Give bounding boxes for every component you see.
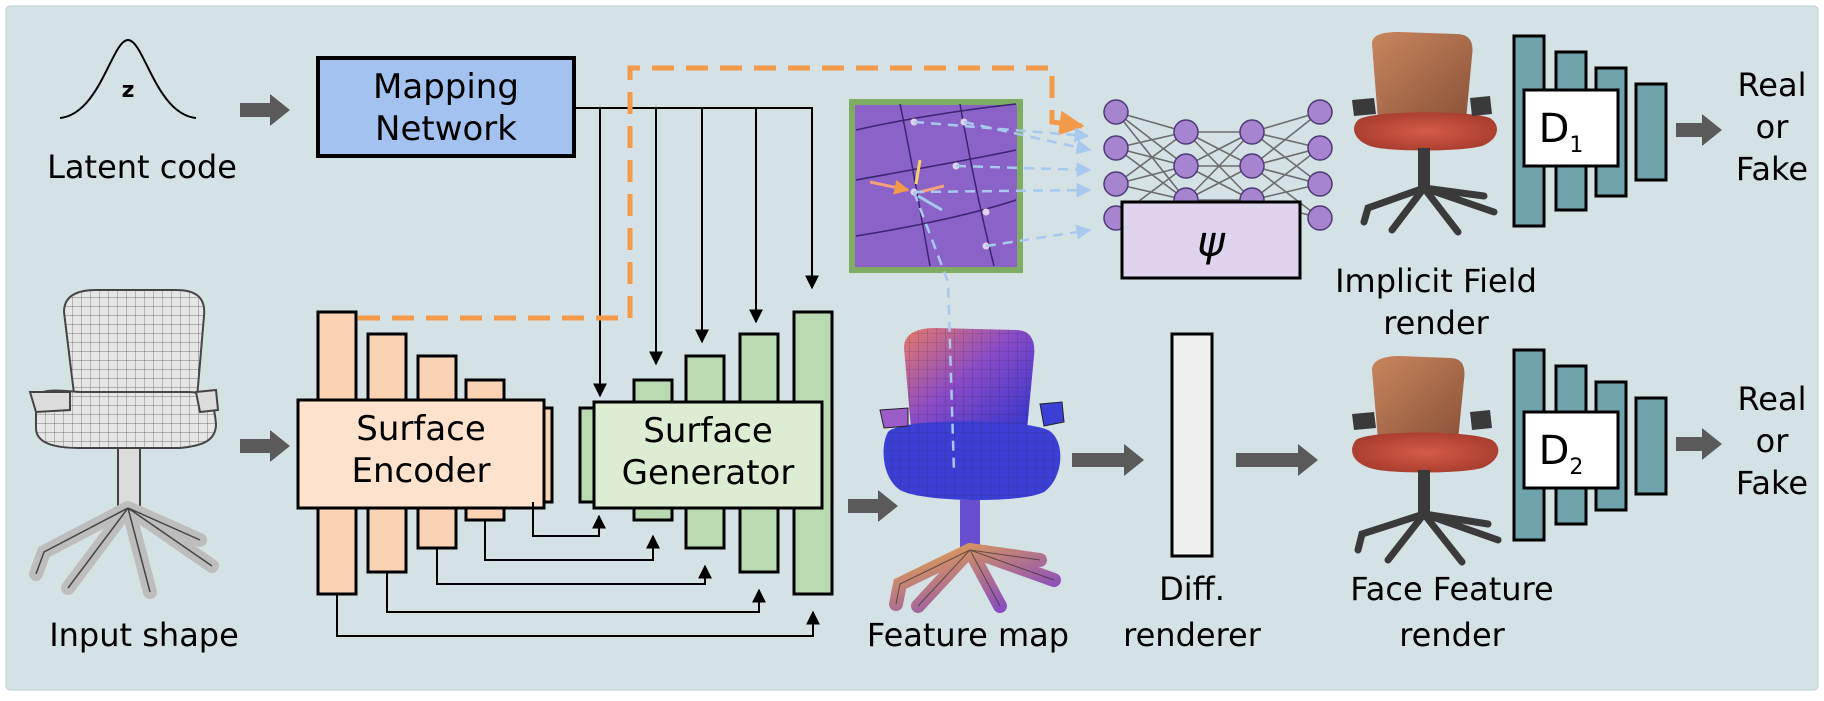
d2-output-2: or	[1756, 422, 1790, 460]
surface-generator-label-box: Surface Generator	[592, 400, 824, 510]
input-arrow-head	[270, 430, 290, 462]
mapping-label-1: Mapping	[373, 67, 519, 107]
encoder-label-1: Surface	[356, 409, 486, 449]
latent-symbol: z	[122, 78, 135, 103]
d1-output-1: Real	[1738, 66, 1807, 104]
latent-code-group: z Latent code	[47, 38, 237, 186]
implicit-field-render-chair	[1352, 32, 1498, 236]
d1-output-3: Fake	[1736, 150, 1808, 188]
psi-symbol: ψ	[1197, 217, 1226, 266]
d2-output-1: Real	[1738, 380, 1807, 418]
implicit-field-caption-2: render	[1383, 304, 1489, 342]
mapping-network-box: Mapping Network	[316, 56, 576, 158]
discriminator-1: D1	[1512, 34, 1668, 228]
d1-output-2: or	[1756, 108, 1790, 146]
d2-letter: D2	[1539, 428, 1584, 480]
face-feature-caption-1: Face Feature	[1350, 570, 1553, 608]
diff-renderer-box	[1170, 332, 1214, 558]
input-shape-caption: Input shape	[49, 616, 239, 654]
feature-map-caption: Feature map	[867, 616, 1069, 654]
d2-output-3: Fake	[1736, 464, 1808, 502]
feature-patch-zoom	[849, 99, 1023, 273]
generator-label-1: Surface	[643, 411, 773, 451]
skip-connections	[336, 502, 820, 637]
input-shape-chair	[28, 289, 220, 599]
face-feature-caption-2: render	[1399, 616, 1505, 654]
generator-arrow-head	[878, 490, 898, 522]
d1-letter: D1	[1539, 106, 1584, 158]
latent-caption: Latent code	[47, 148, 237, 186]
encoder-to-implicit-dashed-path	[358, 65, 1085, 321]
renderer-out-arrow-head	[1298, 444, 1318, 476]
implicit-field-psi-box: ψ	[1120, 200, 1302, 280]
diff-renderer-caption-1: Diff.	[1159, 570, 1225, 608]
d1-arrow-head	[1702, 114, 1722, 146]
encoder-label-2: Encoder	[351, 451, 490, 491]
renderer-in-arrow-head	[1124, 444, 1144, 476]
feature-map-chair	[879, 328, 1065, 613]
diff-renderer-caption-2: renderer	[1123, 616, 1262, 654]
gaussian-curve-icon	[59, 38, 197, 119]
surface-encoder-label-box: Surface Encoder	[296, 398, 546, 510]
mapping-style-connections	[574, 107, 819, 398]
d2-arrow-head	[1702, 428, 1722, 460]
generator-label-2: Generator	[622, 453, 795, 493]
implicit-field-caption-1: Implicit Field	[1335, 262, 1537, 300]
latent-arrow-head	[270, 94, 290, 126]
mapping-label-2: Network	[375, 109, 517, 149]
discriminator-2: D2	[1512, 348, 1668, 542]
patch-to-mlp-dashed-lines	[912, 120, 1092, 473]
face-feature-render-chair	[1352, 356, 1502, 566]
